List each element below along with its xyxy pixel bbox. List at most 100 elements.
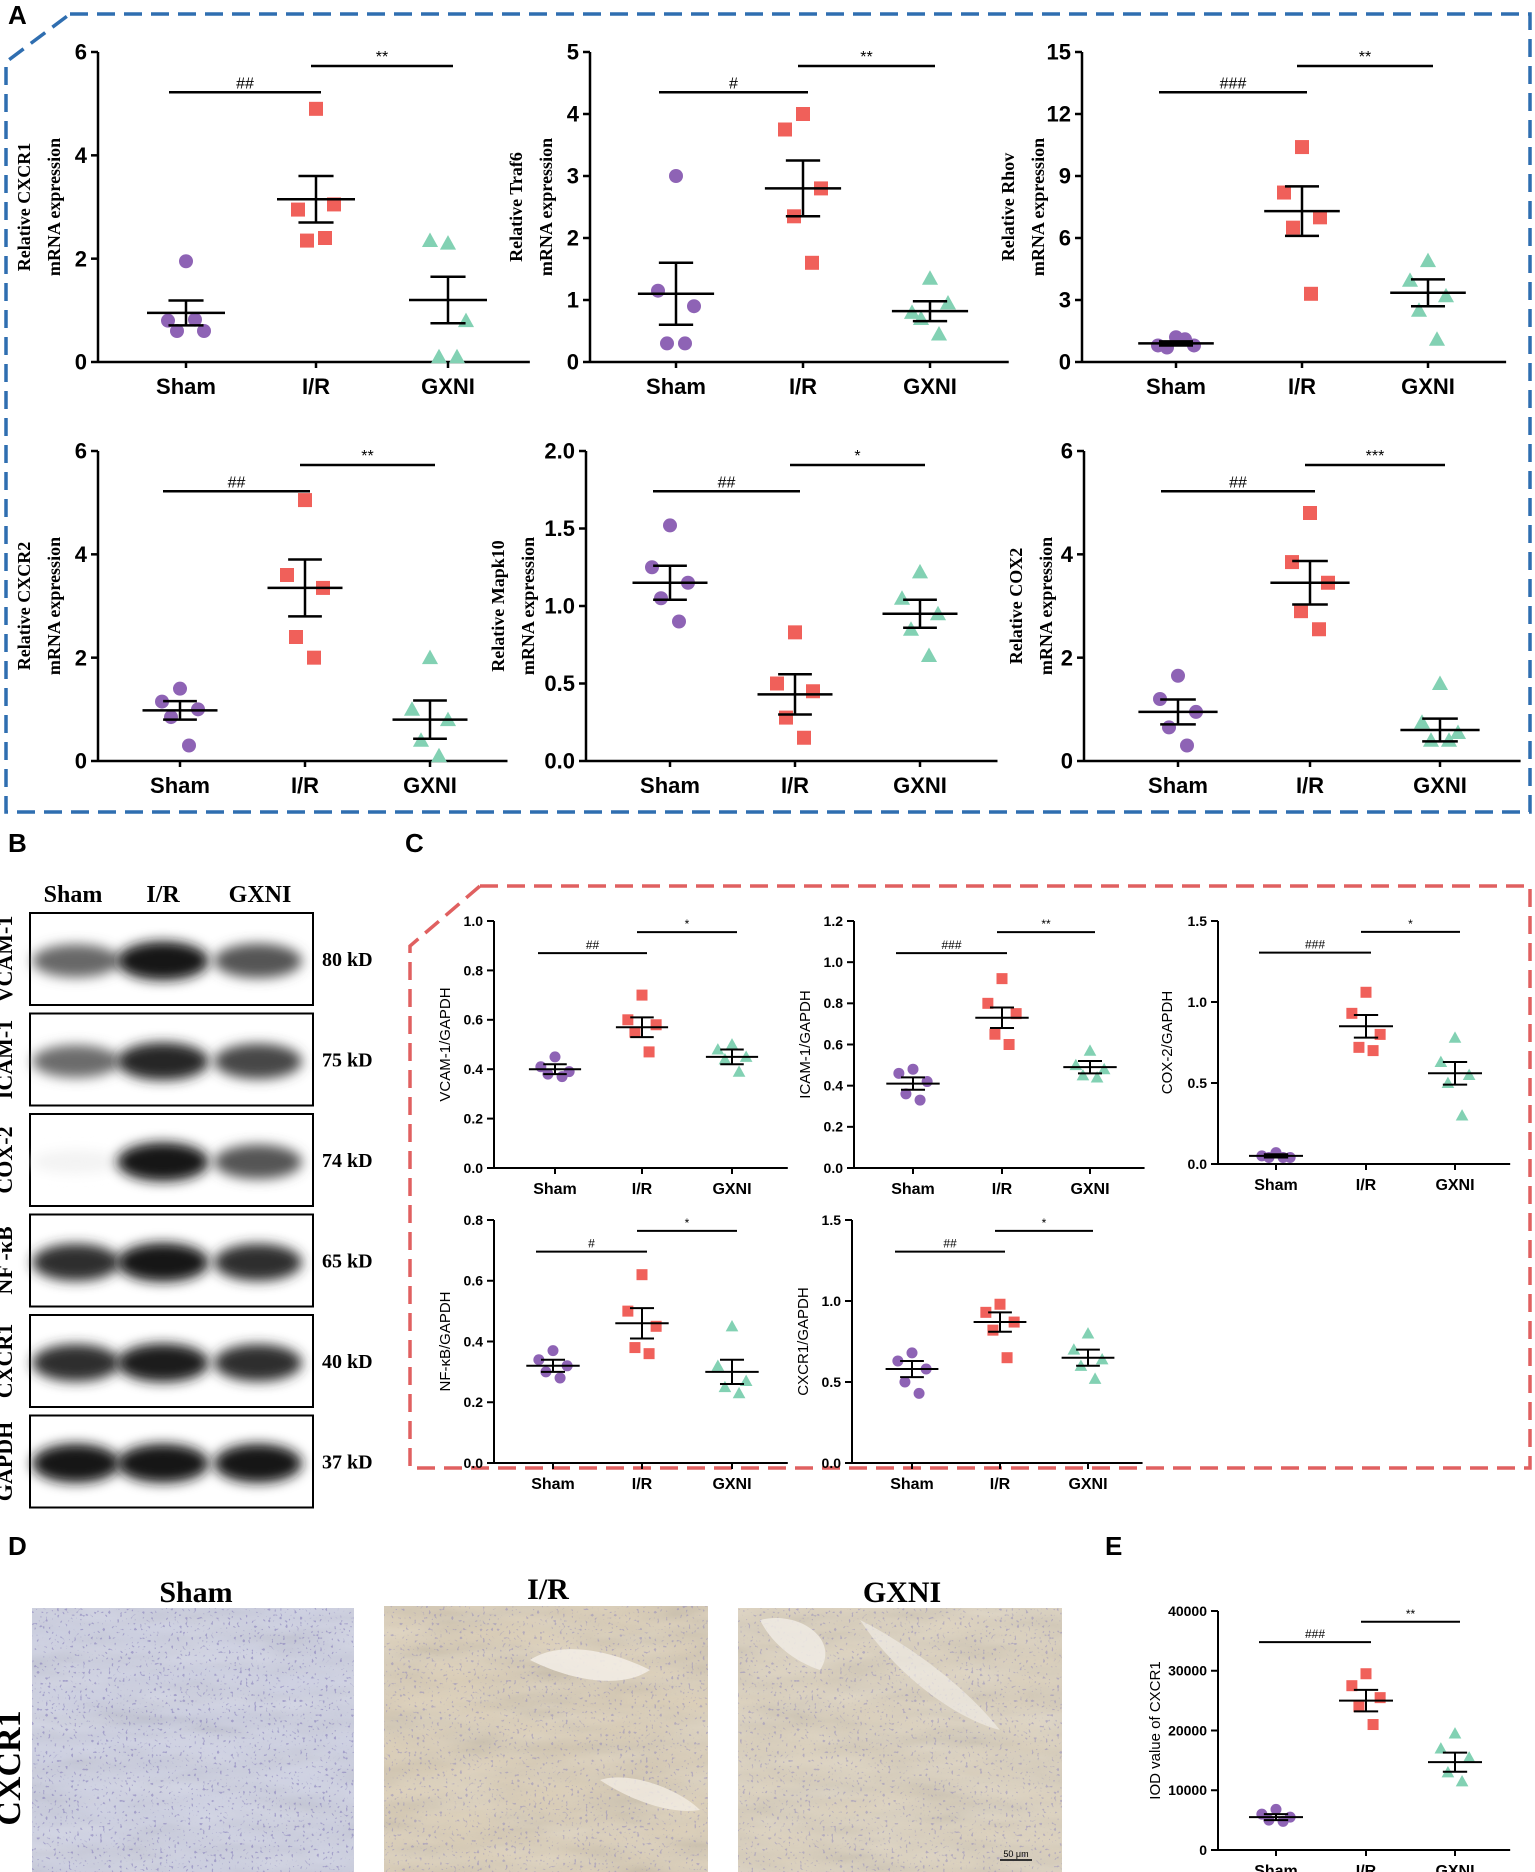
x-category-label: Sham [531,1476,575,1493]
data-point [939,295,957,310]
data-point [556,1071,568,1083]
y-axis-label: IOD value of CXCR1 [1147,1661,1164,1799]
data-point [663,518,677,533]
data-point [645,560,659,575]
y-tick-label: 3 [567,164,579,189]
data-point [669,169,683,183]
data-point [914,1094,926,1106]
data-point [788,625,802,640]
data-point [309,101,323,116]
y-axis-label: Relative CXCR1 [14,143,34,271]
y-tick-label: 1.5 [822,1212,842,1228]
y-tick-label: 0.2 [464,1111,484,1127]
blot-lane-label: GXNI [229,882,292,908]
data-point [629,1026,641,1038]
significance-label: ## [1229,474,1247,491]
data-point [1313,210,1327,225]
y-tick-label: 1.0 [824,954,844,970]
x-category-label: I/R [632,1476,653,1493]
data-point [913,1387,925,1399]
blot-size-label: 40 kD [322,1351,373,1373]
y-axis-label: Relative Mapk10 [488,540,508,671]
blot-band [117,1042,209,1081]
x-category-label: I/R [1288,374,1316,399]
data-point [307,650,321,665]
data-point [1346,1680,1358,1692]
significance-label: ## [718,474,736,491]
y-tick-label: 0.8 [464,962,484,978]
data-point [1001,1352,1013,1364]
data-point [1462,1751,1476,1763]
y-tick-label: 1 [567,288,579,313]
x-category-label: I/R [291,773,319,798]
significance-label: ## [228,474,246,491]
data-point [1304,286,1318,301]
data-point [164,710,178,725]
y-tick-label: 6 [75,439,87,464]
y-tick-label: 6 [1059,226,1071,251]
data-point [1374,1028,1386,1040]
y-tick-label: 6 [75,40,87,65]
data-point [1422,732,1440,747]
blot-lane-label: I/R [146,882,180,908]
chart-cxcr1-protein: 0.0 0.5 1.0 1.5 Sham I/R GXNI CXCR1/GAPDH ## * [795,1212,1143,1493]
y-axis-label: mRNA expression [44,138,64,276]
data-point [989,1028,1001,1040]
y-tick-label: 0.5 [822,1374,842,1390]
y-tick-label: 5 [567,40,579,65]
x-category-label: I/R [632,1181,653,1198]
data-point [1088,1372,1102,1384]
blot-band [32,944,120,978]
blot-band [214,1043,302,1080]
scale-bar-label: 50 μm [1003,1849,1028,1859]
data-point [1090,1071,1104,1083]
data-point [1303,506,1317,520]
x-category-label: I/R [302,374,330,399]
significance-label: ** [1041,917,1051,931]
y-axis-label: mRNA expression [1028,138,1048,276]
data-point [327,197,341,212]
data-point [1295,140,1309,155]
blot-protein-label: ICAM-1 [0,1020,17,1099]
y-tick-label: 0 [75,749,87,774]
data-point [643,1046,655,1058]
data-point [1428,331,1446,346]
data-point [718,1052,732,1065]
data-point [1367,1045,1379,1057]
data-point [1285,555,1299,570]
x-category-label: GXNI [712,1181,751,1198]
panel-label-b: B [8,828,27,858]
y-tick-label: 0.0 [544,749,575,774]
y-tick-label: 0.4 [824,1078,844,1094]
data-point [732,1065,746,1077]
x-category-label: GXNI [1435,1863,1474,1872]
data-point [678,336,692,351]
y-axis-label: Relative Traf6 [506,152,526,262]
data-point [1081,1327,1095,1339]
data-point [1360,986,1372,998]
panel-c-frame [408,884,1532,1470]
blot-size-label: 65 kD [322,1251,373,1273]
y-tick-label: 15 [1047,40,1071,65]
data-point [289,630,303,644]
data-point [1413,714,1431,729]
data-point [1401,272,1419,287]
blot-band [32,1150,120,1174]
data-point [629,1342,641,1354]
chart-traf6-mrna: 0 1 2 3 4 5 Sham I/R GXNI Relative Traf6 mRNA expr… [506,40,1009,399]
y-axis-label: VCAM-1/GAPDH [437,987,454,1101]
data-point [1360,1668,1372,1680]
x-category-label: GXNI [1070,1181,1109,1198]
chart-iod-cxcr1: 0 10000 20000 30000 40000 Sham I/R GXNI IOD valu… [1147,1603,1511,1872]
histology-title: GXNI [863,1576,941,1609]
significance-label: * [1408,917,1413,931]
blot-size-label: 75 kD [322,1050,373,1072]
y-tick-label: 2 [75,645,87,670]
significance-label: ### [1305,1627,1325,1641]
y-tick-label: 4 [1061,542,1074,567]
data-point [806,684,820,699]
data-point [732,1386,746,1399]
blot-size-label: 74 kD [322,1150,373,1172]
data-point [1277,185,1291,200]
x-category-label: I/R [992,1181,1013,1198]
